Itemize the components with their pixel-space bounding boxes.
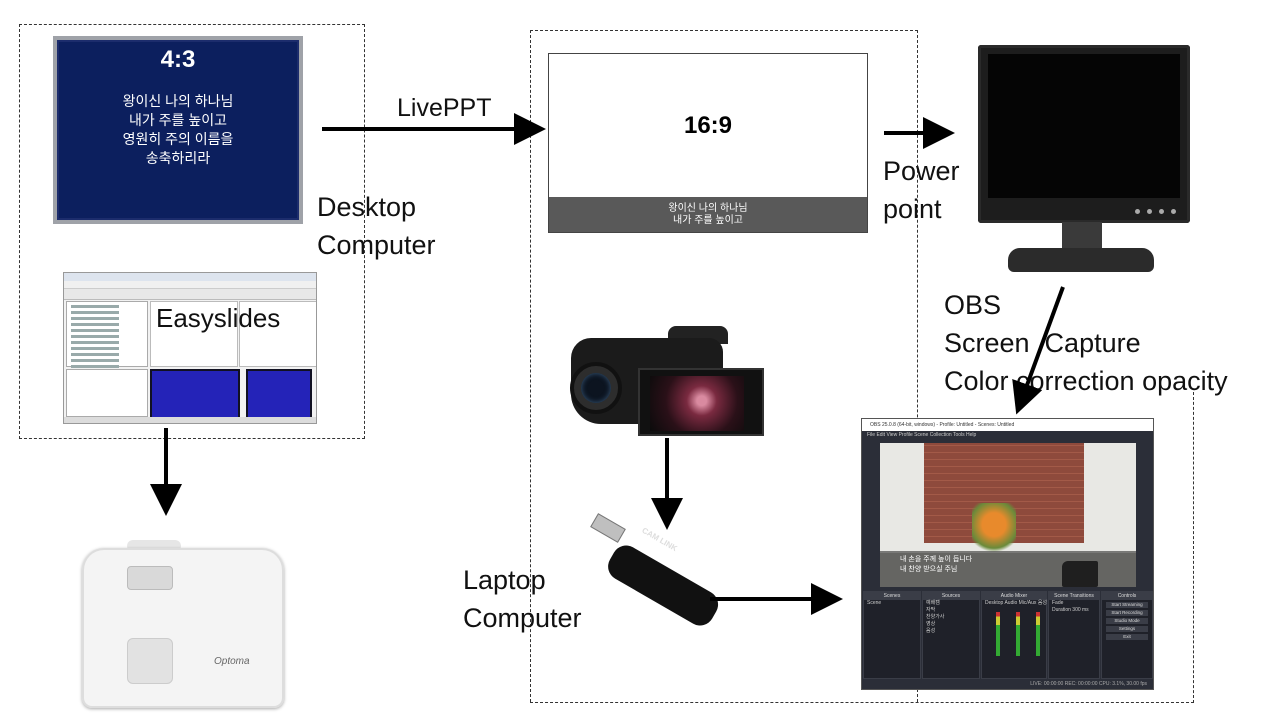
slide-4-3: 4:3 왕이신 나의 하나님 내가 주를 높이고 영원히 주의 이름을 송축하리… <box>53 36 303 224</box>
obs-region <box>530 392 1194 703</box>
sources-title: Sources <box>923 592 979 600</box>
start-recording-button[interactable]: Start Recording <box>1106 610 1148 616</box>
desktop-region <box>19 24 365 439</box>
obs-window: OBS 25.0.8 (64-bit, windows) - Profile: … <box>861 418 1154 690</box>
mixer-channel: Desktop Audio <box>985 600 1018 606</box>
scenes-title: Scenes <box>864 592 920 600</box>
obs-menubar: File Edit View Profile Scene Collection … <box>862 431 1153 440</box>
desktop-computer-label: Desktop Computer <box>317 192 436 260</box>
preview-slide-thumb <box>150 369 240 421</box>
lyrics-caption-bar: 왕이신 나의 하나님 내가 주를 높이고 <box>549 197 867 232</box>
exit-button[interactable]: Exit <box>1106 634 1148 640</box>
studio-mode-button[interactable]: Studio Mode <box>1106 618 1148 624</box>
obs-caption: 내 손을 주께 높이 듭니다 내 찬양 받으실 주님 <box>880 551 1136 587</box>
arrow-monitor-to-obs <box>1012 286 1065 415</box>
output-panel <box>239 301 316 367</box>
slide-16-9: 16:9 왕이신 나의 하나님 내가 주를 높이고 <box>548 53 868 233</box>
ratio-4-3-label: 4:3 <box>160 46 196 73</box>
preview-panel <box>150 301 238 367</box>
flower-arrangement <box>972 503 1016 557</box>
laptop-computer-label: Laptop Computer <box>463 565 582 633</box>
lyrics-text: 왕이신 나의 하나님 내가 주를 높이고 영원히 주의 이름을 송축하리라 <box>122 93 234 166</box>
easyslides-menubar <box>64 281 316 289</box>
mixer-channel: Mic/Aux <box>1018 600 1037 606</box>
obs-titlebar: OBS 25.0.8 (64-bit, windows) - Profile: … <box>862 419 1153 431</box>
obs-label: OBS Screen Capture Color correction opac… <box>944 290 1228 396</box>
scenes-dock: Scenes Scene <box>863 591 921 679</box>
obs-docks: Scenes Scene Sources 예배캠 자막 찬양가사 영상 음성 A… <box>862 591 1153 681</box>
mixer-channel: 음성 <box>1037 600 1048 606</box>
volume-meter <box>1036 612 1040 656</box>
transitions-title: Scene Transitions <box>1049 592 1099 600</box>
monitor-screen <box>988 54 1180 198</box>
easyslides-toolbar <box>64 289 316 300</box>
mixer-channels: Desktop Audio Mic/Aux 음성 <box>982 600 1048 607</box>
source-item[interactable]: 영상 <box>926 621 936 627</box>
transition-duration[interactable]: Duration 300 ms <box>1052 607 1089 613</box>
source-item[interactable]: 예배캠 <box>926 600 940 606</box>
easyslides-titlebar <box>64 273 316 281</box>
obs-preview: 내 손을 주께 높이 듭니다 내 찬양 받으실 주님 <box>880 443 1136 587</box>
transitions-dock: Scene Transitions Fade Duration 300 ms <box>1048 591 1100 679</box>
settings-button[interactable]: Settings <box>1106 626 1148 632</box>
easyslides-statusbar <box>64 417 316 423</box>
monitor-base <box>1008 248 1154 272</box>
scene-item[interactable]: Scene <box>867 600 882 606</box>
controls-dock: Controls Start Streaming Start Recording… <box>1101 591 1153 679</box>
start-streaming-button[interactable]: Start Streaming <box>1106 602 1148 608</box>
volume-meter <box>1016 612 1020 656</box>
easyslides-window <box>63 272 317 424</box>
obs-statusbar: LIVE: 00:00:00 REC: 00:00:00 CPU: 3.1%, … <box>862 679 1153 689</box>
source-item[interactable]: 찬양가사 <box>926 614 945 620</box>
source-item[interactable]: 음성 <box>926 628 936 634</box>
monitor-stand <box>1062 222 1102 252</box>
camcorder-screen-image <box>650 376 744 431</box>
worship-list <box>66 369 148 417</box>
audio-mixer-title: Audio Mixer <box>982 592 1046 600</box>
sources-dock: Sources 예배캠 자막 찬양가사 영상 음성 <box>922 591 980 679</box>
camcorder-lens-glass <box>581 373 611 403</box>
monitor <box>978 45 1190 223</box>
transition-select[interactable]: Fade <box>1052 600 1064 606</box>
audio-mixer-dock: Audio Mixer Desktop Audio Mic/Aux 음성 <box>981 591 1047 679</box>
source-item[interactable]: 자막 <box>926 607 936 613</box>
liveppt-label: LivePPT <box>397 94 492 122</box>
projector-logo: Optoma <box>214 656 250 667</box>
projector <box>82 548 284 708</box>
ratio-16-9-label: 16:9 <box>683 112 733 139</box>
easyslides-label: Easyslides <box>156 303 281 333</box>
projector-keypad <box>127 638 173 684</box>
volume-meter <box>996 612 1000 656</box>
song-list <box>66 301 148 386</box>
projector-lens-slot <box>127 566 173 590</box>
laptop-region <box>530 30 918 702</box>
controls-title: Controls <box>1102 592 1152 600</box>
powerpoint-label: Power point <box>883 156 960 224</box>
